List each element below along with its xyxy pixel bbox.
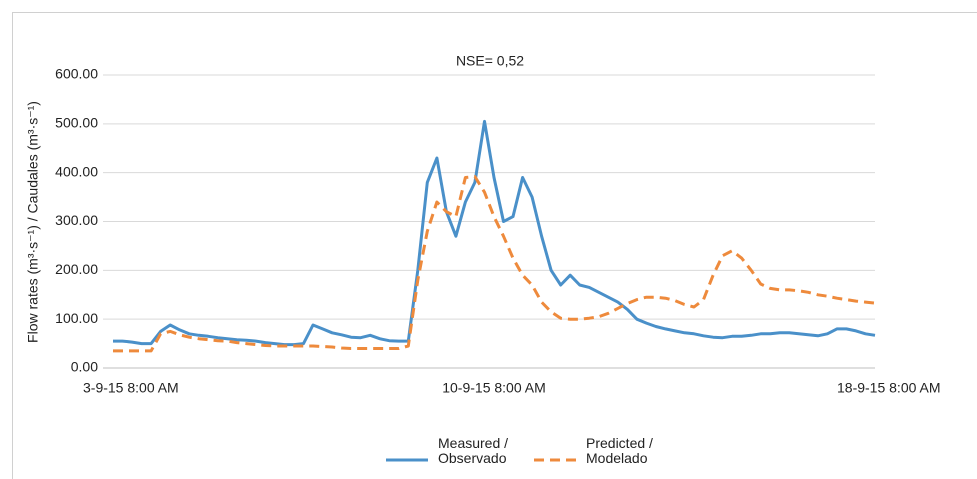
y-tick-label: 600.00 — [55, 66, 98, 82]
legend-label: Measured / Observado — [438, 435, 509, 466]
legend: Measured / Observado Predicted / Modelado — [384, 436, 672, 466]
y-tick-label: 200.00 — [55, 261, 98, 277]
legend-label: Predicted / Modelado — [586, 435, 653, 466]
series-line — [113, 175, 876, 353]
legend-swatch — [534, 458, 576, 462]
y-tick-label: 300.00 — [55, 212, 98, 228]
y-tick-label: 400.00 — [55, 163, 98, 179]
x-tick-label: 3-9-15 8:00 AM — [83, 380, 179, 396]
y-tick-label: 0.00 — [71, 359, 98, 375]
y-axis-label: Flow rates (m³·s⁻¹) / Caudales (m³·s⁻¹) — [25, 101, 41, 343]
series-line — [113, 119, 876, 347]
x-tick-label: 18-9-15 8:00 AM — [837, 380, 941, 396]
chart-border — [12, 12, 977, 479]
x-tick-label: 10-9-15 8:00 AM — [442, 380, 546, 396]
legend-swatch — [386, 458, 428, 462]
y-tick-label: 500.00 — [55, 115, 98, 131]
y-tick-label: 100.00 — [55, 310, 98, 326]
chart-title: NSE= 0,52 — [456, 53, 524, 69]
